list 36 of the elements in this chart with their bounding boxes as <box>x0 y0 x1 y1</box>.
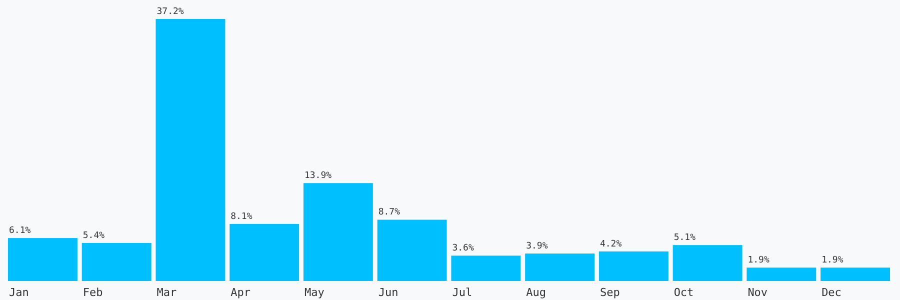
bar <box>230 224 300 281</box>
x-tick-label: Oct <box>674 286 694 299</box>
data-label: 8.1% <box>230 212 253 222</box>
x-tick-label: Dec <box>822 286 842 299</box>
data-label: 3.9% <box>526 242 548 252</box>
data-label: 5.1% <box>674 233 696 244</box>
x-tick-label: Mar <box>156 286 177 299</box>
data-label: 3.6% <box>452 244 474 254</box>
x-tick-label: Jul <box>452 286 472 299</box>
data-label: 8.7% <box>378 208 401 218</box>
bar <box>82 242 152 281</box>
x-tick-label: Sep <box>600 286 620 299</box>
data-label: 4.2% <box>600 239 622 250</box>
x-tick-label: May <box>304 286 325 299</box>
data-label: 13.9% <box>304 171 332 182</box>
x-tick-label: Feb <box>82 286 103 299</box>
data-label: 1.9% <box>822 256 844 266</box>
bar <box>156 19 226 281</box>
bar <box>672 245 742 281</box>
bar <box>303 183 373 281</box>
data-label: 5.4% <box>82 230 106 241</box>
x-tick-label: Apr <box>230 286 251 299</box>
data-label: 1.9% <box>748 256 770 266</box>
data-label: 37.2% <box>156 7 184 17</box>
bar <box>451 256 521 281</box>
bar <box>377 220 447 281</box>
bar <box>8 238 78 281</box>
bar <box>746 268 816 281</box>
data-label: 6.1% <box>9 226 32 236</box>
x-tick-label: Nov <box>748 286 768 299</box>
bar <box>525 254 595 281</box>
x-tick-label: Jun <box>378 286 398 299</box>
bar <box>598 251 668 281</box>
bar <box>820 268 890 281</box>
x-tick-label: Jan <box>9 286 29 299</box>
x-tick-label: Aug <box>526 286 546 299</box>
